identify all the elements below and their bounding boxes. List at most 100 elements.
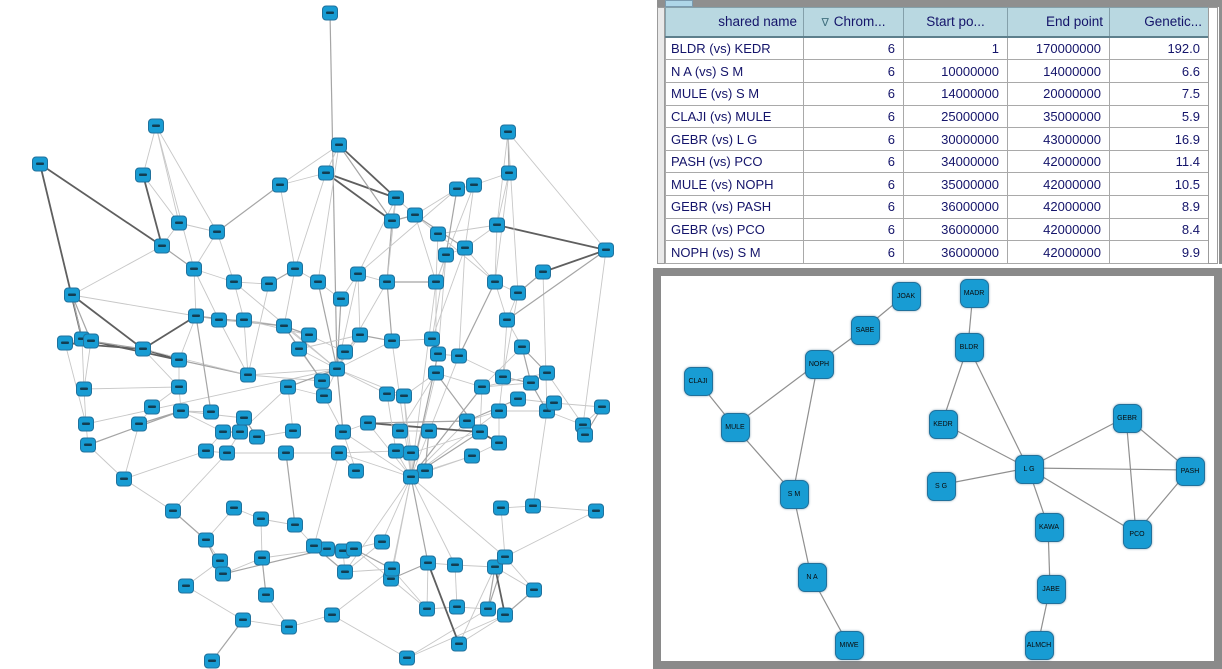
- node-label: [202, 538, 210, 541]
- node-label: [61, 341, 69, 344]
- table-scrollbar-track[interactable]: [1208, 7, 1218, 264]
- table-row[interactable]: CLAJI (vs) MULE 6 25000000 35000000 5.9: [665, 104, 1209, 129]
- subnetwork-node-s-g[interactable]: S G: [926, 471, 956, 501]
- network-edge: [172, 452, 228, 512]
- network-edge: [386, 281, 393, 342]
- table-row[interactable]: PASH (vs) PCO 6 34000000 42000000 11.4: [665, 149, 1209, 174]
- network-edge: [546, 372, 584, 426]
- network-edge: [329, 12, 338, 370]
- node-label: [356, 333, 364, 336]
- subnetwork-node-s-m[interactable]: S M: [779, 479, 809, 509]
- node-label: [470, 183, 478, 186]
- network-edge: [195, 315, 212, 413]
- network-edge: [325, 172, 393, 222]
- node-label: [291, 267, 299, 270]
- subnetwork-node-n-a[interactable]: N A: [797, 562, 827, 592]
- subnetwork-node-miwe[interactable]: MIWE: [834, 630, 864, 660]
- subnetwork-panel: JOAK MADR SABE NOPH BLDR CLAJI MULE KEDR GEBR L G…: [653, 268, 1222, 669]
- node-label: [493, 223, 501, 226]
- table-cell: 42000000: [1007, 195, 1110, 219]
- network-edge: [357, 197, 397, 275]
- table-row[interactable]: N A (vs) S M 6 10000000 14000000 6.6: [665, 59, 1209, 83]
- node-label: MADR: [963, 289, 985, 297]
- node-label: [326, 11, 334, 14]
- node-label: [421, 469, 429, 472]
- table-cell: 170000000: [1007, 35, 1110, 61]
- subnetwork-node-claji[interactable]: CLAJI: [683, 366, 713, 396]
- node-label: [230, 506, 238, 509]
- column-header-start_point[interactable]: Start po...: [903, 7, 1008, 38]
- subnetwork-node-gebr[interactable]: GEBR: [1112, 403, 1142, 433]
- network-edge: [542, 249, 607, 273]
- node-label: [328, 613, 336, 616]
- table-row[interactable]: MULE (vs) S M 6 14000000 20000000 7.5: [665, 81, 1209, 106]
- subnetwork-node-jabe[interactable]: JABE: [1036, 574, 1066, 604]
- network-edge: [445, 188, 458, 256]
- subnetwork-node-l-g[interactable]: L G: [1014, 454, 1044, 484]
- network-edge: [507, 131, 519, 294]
- network-edge: [458, 247, 466, 357]
- column-header-shared_name[interactable]: shared name: [665, 7, 804, 38]
- node-label: [491, 565, 499, 568]
- table-row[interactable]: MULE (vs) NOPH 6 35000000 42000000 10.5: [665, 172, 1209, 197]
- table-cell: MULE (vs) NOPH: [665, 172, 804, 197]
- table-row[interactable]: GEBR (vs) L G 6 30000000 43000000 16.9: [665, 127, 1209, 151]
- main-network-panel[interactable]: [0, 0, 652, 669]
- node-label: [455, 642, 463, 645]
- network-edge: [336, 368, 388, 395]
- table-cell: GEBR (vs) PCO: [665, 217, 804, 242]
- network-edge: [532, 410, 548, 507]
- subnetwork-node-madr[interactable]: MADR: [959, 278, 989, 308]
- network-edge: [317, 281, 338, 370]
- node-label: [581, 433, 589, 436]
- node-label: [177, 409, 185, 412]
- network-edge: [458, 566, 496, 645]
- table-cell: 11.4: [1109, 149, 1209, 174]
- subnetwork-node-joak[interactable]: JOAK: [891, 281, 921, 311]
- network-edge: [331, 614, 408, 659]
- filter-icon[interactable]: ∇: [821, 17, 829, 30]
- node-label: [396, 429, 404, 432]
- table-cell: NOPH (vs) S M: [665, 240, 804, 264]
- network-edge: [64, 342, 87, 425]
- table-row[interactable]: BLDR (vs) KEDR 6 1 170000000 192.0: [665, 35, 1209, 61]
- subnetwork-edge: [1027, 416, 1127, 469]
- node-label: [341, 570, 349, 573]
- network-edge: [123, 478, 174, 512]
- network-edge: [496, 172, 510, 226]
- subnetwork-canvas[interactable]: JOAK MADR SABE NOPH BLDR CLAJI MULE KEDR GEBR L G…: [661, 276, 1214, 661]
- subnetwork-node-pash[interactable]: PASH: [1175, 456, 1205, 486]
- column-header-end_point[interactable]: End point: [1007, 7, 1110, 38]
- network-edge: [155, 125, 195, 270]
- subnetwork-node-almch[interactable]: ALMCH: [1024, 630, 1054, 660]
- network-edge: [247, 368, 338, 376]
- network-edge: [496, 224, 607, 251]
- network-edge: [410, 476, 429, 564]
- network-edge: [338, 144, 393, 222]
- node-label: [68, 293, 76, 296]
- table-row[interactable]: NOPH (vs) S M 6 36000000 42000000 9.9: [665, 240, 1209, 264]
- subnetwork-node-noph[interactable]: NOPH: [804, 349, 834, 379]
- subnetwork-node-mule[interactable]: MULE: [720, 412, 750, 442]
- network-edge: [185, 585, 244, 621]
- main-network-canvas[interactable]: [0, 0, 652, 669]
- node-label: [192, 314, 200, 317]
- table-row[interactable]: GEBR (vs) PCO 6 36000000 42000000 8.4: [665, 217, 1209, 242]
- node-label: [495, 441, 503, 444]
- subnetwork-node-kedr[interactable]: KEDR: [928, 409, 958, 439]
- column-header-genetic[interactable]: Genetic...: [1109, 7, 1209, 38]
- column-header-chromosome[interactable]: ∇ Chrom...: [803, 7, 904, 38]
- node-label: [411, 213, 419, 216]
- panel-grip-tab[interactable]: [665, 0, 693, 7]
- subnetwork-node-pco[interactable]: PCO: [1122, 519, 1152, 549]
- subnetwork-node-bldr[interactable]: BLDR: [954, 332, 984, 362]
- network-edge: [247, 283, 270, 376]
- table-row[interactable]: GEBR (vs) PASH 6 36000000 42000000 8.9: [665, 195, 1209, 219]
- node-label: [530, 588, 538, 591]
- subnetwork-node-kawa[interactable]: KAWA: [1034, 512, 1064, 542]
- node-label: [503, 318, 511, 321]
- node-label: [478, 385, 486, 388]
- subnetwork-node-sabe[interactable]: SABE: [850, 315, 880, 345]
- table-cell: 10.5: [1109, 172, 1209, 197]
- network-edge: [83, 340, 92, 390]
